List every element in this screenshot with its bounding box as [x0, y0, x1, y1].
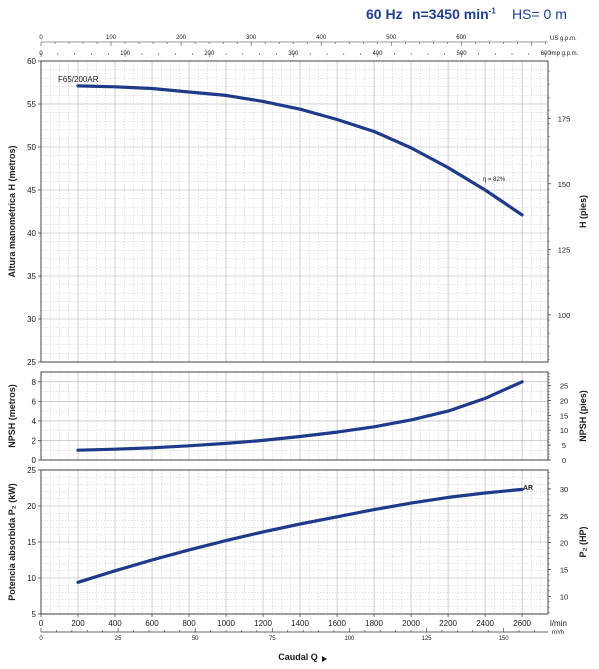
- panel-frame: [40, 60, 549, 363]
- npsh-curve: [76, 380, 524, 452]
- x-tick-label: 1000: [217, 619, 235, 628]
- head-curve: [76, 84, 524, 217]
- x-impgpm-unit: Imp g.p.m.: [550, 51, 579, 57]
- y-right-tick-label: 125: [558, 245, 571, 254]
- x-tick-label: 1400: [291, 619, 309, 628]
- model-label: F65/200AR: [58, 75, 99, 84]
- speed-label: n=3450 min: [412, 6, 489, 22]
- x-usgpm-label: 400: [316, 35, 327, 41]
- x-tick-label: 800: [182, 619, 196, 628]
- y-axis-title: Potencia absorbida P₂ (kW): [7, 483, 17, 601]
- x-tick-label: 2600: [513, 619, 531, 628]
- x-tick-label: 600: [145, 619, 159, 628]
- y-right-tick-label: 15: [560, 565, 568, 574]
- y-right-tick-label: 10: [560, 592, 568, 601]
- y-tick-label: 55: [27, 100, 36, 109]
- x-tick-label: 2000: [402, 619, 420, 628]
- y-right-tick-label: 0: [562, 456, 566, 465]
- x-m3h-label: 0: [39, 636, 43, 642]
- y-tick-label: 15: [27, 538, 36, 547]
- y-right-tick-label: 20: [560, 396, 568, 405]
- y-tick-label: 10: [27, 574, 36, 583]
- x-tick-label: 1200: [254, 619, 272, 628]
- x-axis-title: Caudal Q: [278, 652, 318, 662]
- x-usgpm-label: 600: [456, 35, 467, 41]
- y-axis-title: Altura manométrica H (metros): [7, 145, 17, 277]
- x-impgpm-label: 100: [120, 51, 131, 57]
- x-m3h-label: 75: [269, 636, 276, 642]
- x-m3h-label: 150: [499, 636, 510, 642]
- header-speed: n=3450 min-1: [412, 6, 496, 22]
- y-tick-label: 60: [27, 57, 36, 66]
- y-right-tick-label: 15: [560, 411, 568, 420]
- x-axis-title-arrow-icon: [322, 656, 327, 662]
- x-m3h-label: 100: [344, 636, 355, 642]
- header-hs: HS= 0 m: [512, 6, 567, 22]
- x-usgpm-unit: US g.p.m.: [550, 36, 577, 42]
- x-m3h-label: 50: [192, 636, 199, 642]
- x-tick-label: 1600: [328, 619, 346, 628]
- x-tick-label: 1800: [365, 619, 383, 628]
- y-right-tick-label: 25: [560, 512, 568, 521]
- y-right-tick-label: 25: [560, 381, 568, 390]
- x-impgpm-label: 500: [457, 51, 468, 57]
- x-m3h-unit: m³/h: [552, 630, 564, 636]
- frequency-label: 60 Hz: [366, 6, 403, 22]
- power-curve: [76, 487, 524, 584]
- series-label-ar: AR: [523, 485, 533, 492]
- x-tick-label: 400: [108, 619, 122, 628]
- speed-exponent: -1: [488, 6, 496, 16]
- y-tick-label: 30: [27, 315, 36, 324]
- panel-frame: [40, 371, 549, 461]
- y-right-tick-label: 175: [558, 114, 571, 123]
- x-impgpm-label: 300: [288, 51, 299, 57]
- y-tick-label: 45: [27, 186, 36, 195]
- x-usgpm-label: 0: [39, 35, 43, 41]
- y-right-axis-title: NPSH (pies): [578, 390, 588, 442]
- y-right-tick-label: 10: [560, 426, 568, 435]
- x-usgpm-label: 500: [386, 35, 397, 41]
- x-unit-label: l/min: [550, 619, 567, 628]
- x-usgpm-label: 300: [246, 35, 257, 41]
- y-tick-label: 25: [27, 358, 36, 367]
- y-tick-label: 20: [27, 502, 36, 511]
- x-tick-label: 2400: [476, 619, 494, 628]
- y-right-tick-label: 150: [558, 180, 571, 189]
- x-impgpm-label: 400: [372, 51, 383, 57]
- x-tick-label: 0: [39, 619, 44, 628]
- y-tick-label: 25: [27, 466, 36, 475]
- y-tick-label: 5: [32, 610, 37, 619]
- x-m3h-label: 25: [115, 636, 122, 642]
- x-impgpm-label: 600: [541, 51, 552, 57]
- y-tick-label: 8: [32, 378, 37, 387]
- y-tick-label: 50: [27, 143, 36, 152]
- x-impgpm-label: 200: [204, 51, 215, 57]
- y-right-tick-label: 5: [562, 441, 566, 450]
- y-right-tick-label: 100: [558, 311, 571, 320]
- header-frequency: 60 Hz: [366, 6, 403, 22]
- hs-label: HS= 0 m: [512, 6, 567, 22]
- y-tick-label: 40: [27, 229, 36, 238]
- x-usgpm-label: 200: [176, 35, 187, 41]
- x-tick-label: 2200: [439, 619, 457, 628]
- x-usgpm-label: 100: [106, 35, 117, 41]
- y-tick-label: 2: [32, 436, 37, 445]
- y-right-tick-label: 20: [560, 539, 568, 548]
- x-tick-label: 200: [71, 619, 85, 628]
- x-impgpm-label: 0: [39, 51, 43, 57]
- y-tick-label: 35: [27, 272, 36, 281]
- y-axis-title: NPSH (metros): [7, 384, 17, 448]
- y-tick-label: 0: [32, 456, 37, 465]
- x-m3h-label: 125: [421, 636, 432, 642]
- efficiency-label: η = 82%: [483, 177, 506, 183]
- y-tick-label: 4: [32, 417, 37, 426]
- y-right-tick-label: 30: [560, 485, 568, 494]
- y-tick-label: 6: [32, 397, 37, 406]
- y-right-axis-title: P₂ (HP): [578, 526, 588, 557]
- y-right-axis-title: H (pies): [578, 195, 588, 228]
